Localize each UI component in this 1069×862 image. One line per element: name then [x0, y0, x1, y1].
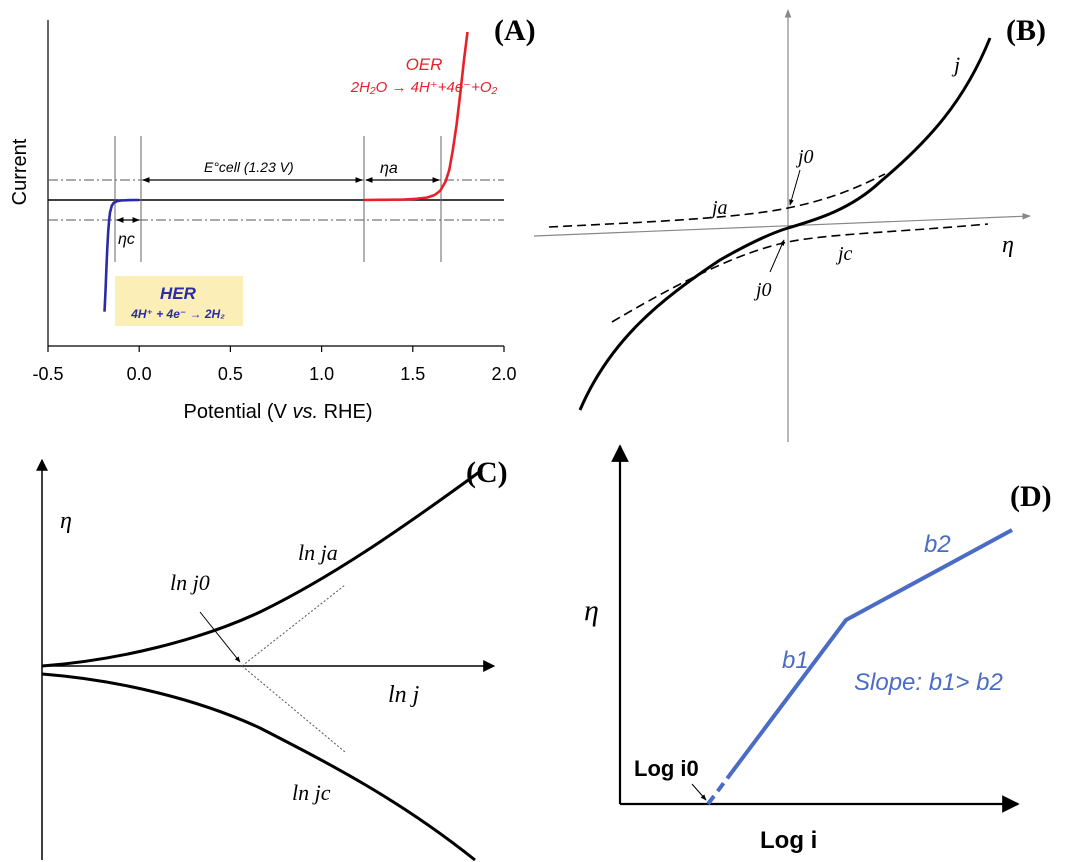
- panel-a-x-axis-label: Potential (V vs. RHE): [184, 401, 373, 423]
- panel-a-ecell-label: E°cell (1.23 V): [204, 159, 294, 175]
- panel-d-x-axis-label: Log i: [760, 827, 817, 854]
- panel-a-x-tick-label: 1.0: [309, 364, 334, 384]
- panel-a-her-title: HER: [160, 284, 197, 303]
- panel-a-her-equation: 4H⁺ + 4e⁻ → 2H₂: [130, 307, 225, 321]
- panel-c-ln-j0-arrow: [199, 611, 241, 663]
- panel-c-x-axis-label: ln j: [388, 682, 420, 708]
- panel-c-tafel-upper-extrapolation: [241, 584, 346, 667]
- panel-d-b1-label: b1: [782, 647, 809, 674]
- panel-a: -0.5 0.0 0.5 1.0 1.5 2.0 E°cell (1.23 V) ηa η…: [9, 14, 536, 423]
- panel-a-eta-a-label: ηa: [380, 160, 398, 177]
- panel-b-j-curve: [578, 37, 992, 411]
- panel-b-j0-bottom-arrow: [769, 239, 785, 273]
- panel-b-j0-top-arrow: [789, 169, 801, 206]
- panel-c-ln-jc-curve: [41, 672, 476, 862]
- panel-a-letter: (A): [494, 14, 536, 47]
- panel-c-tafel-lower-extrapolation: [241, 665, 346, 753]
- panel-a-x-tick-label: 0.5: [218, 364, 243, 384]
- panel-d-tafel-line: [730, 528, 1013, 774]
- panel-a-her-curve: [103, 198, 140, 312]
- panel-a-y-axis-label: Current: [9, 138, 31, 205]
- panel-c-ln-jc-label: ln jc: [292, 780, 331, 805]
- panel-d-log-i0-label: Log i0: [634, 756, 699, 781]
- panel-b-jc-curve: [611, 223, 989, 323]
- panel-b-eta-label: η: [1002, 232, 1014, 258]
- panel-a-oer-equation: 2H₂O → 4H⁺+4e⁻+O₂: [350, 79, 498, 96]
- panel-a-oer-title: OER: [406, 55, 443, 74]
- panel-d-extrapolated-segment: [706, 770, 734, 806]
- panel-c-ln-ja-label: ln ja: [298, 540, 338, 565]
- panel-b: j ja jc j0 j0 η (B): [533, 9, 1046, 442]
- panel-d: η b1 b2 Slope: b1> b2 Log i0 Log i (D): [584, 444, 1052, 854]
- panel-d-log-i0-arrow: [691, 783, 707, 801]
- panel-a-oer-curve: [363, 31, 469, 202]
- panel-b-letter: (B): [1006, 14, 1046, 47]
- panel-a-x-tick-label: 1.5: [400, 364, 425, 384]
- panel-d-b2-label: b2: [924, 531, 951, 558]
- panel-b-ja-curve: [548, 173, 886, 228]
- panel-a-x-ticks: -0.5 0.0 0.5 1.0 1.5 2.0: [32, 346, 517, 384]
- panel-d-letter: (D): [1010, 480, 1052, 513]
- panel-a-eta-c-label: ηc: [118, 231, 135, 248]
- panel-b-j0-top-label: j0: [795, 146, 814, 168]
- panel-a-her-label-box: [115, 276, 243, 326]
- panel-c: η ln ja ln j0 ln jc ln j (C): [36, 456, 508, 862]
- panel-c-letter: (C): [466, 456, 508, 489]
- panel-c-eta-label: η: [60, 508, 72, 534]
- panel-c-ln-ja-curve: [41, 468, 483, 668]
- panel-d-slope-label: Slope: b1> b2: [854, 669, 1003, 696]
- panel-a-x-tick-label: 0.0: [127, 364, 152, 384]
- panel-b-j0-bottom-label: j0: [753, 279, 772, 301]
- panel-a-x-tick-label: 2.0: [491, 364, 516, 384]
- panel-a-x-tick-label: -0.5: [32, 364, 63, 384]
- panel-d-eta-label: η: [584, 594, 599, 627]
- panel-b-ja-label: ja: [709, 197, 728, 219]
- panel-b-j-label: j: [951, 52, 960, 77]
- panel-b-jc-label: jc: [835, 243, 853, 265]
- panel-c-ln-j0-label: ln j0: [170, 570, 210, 595]
- panel-b-horizontal-axis: [533, 212, 1031, 237]
